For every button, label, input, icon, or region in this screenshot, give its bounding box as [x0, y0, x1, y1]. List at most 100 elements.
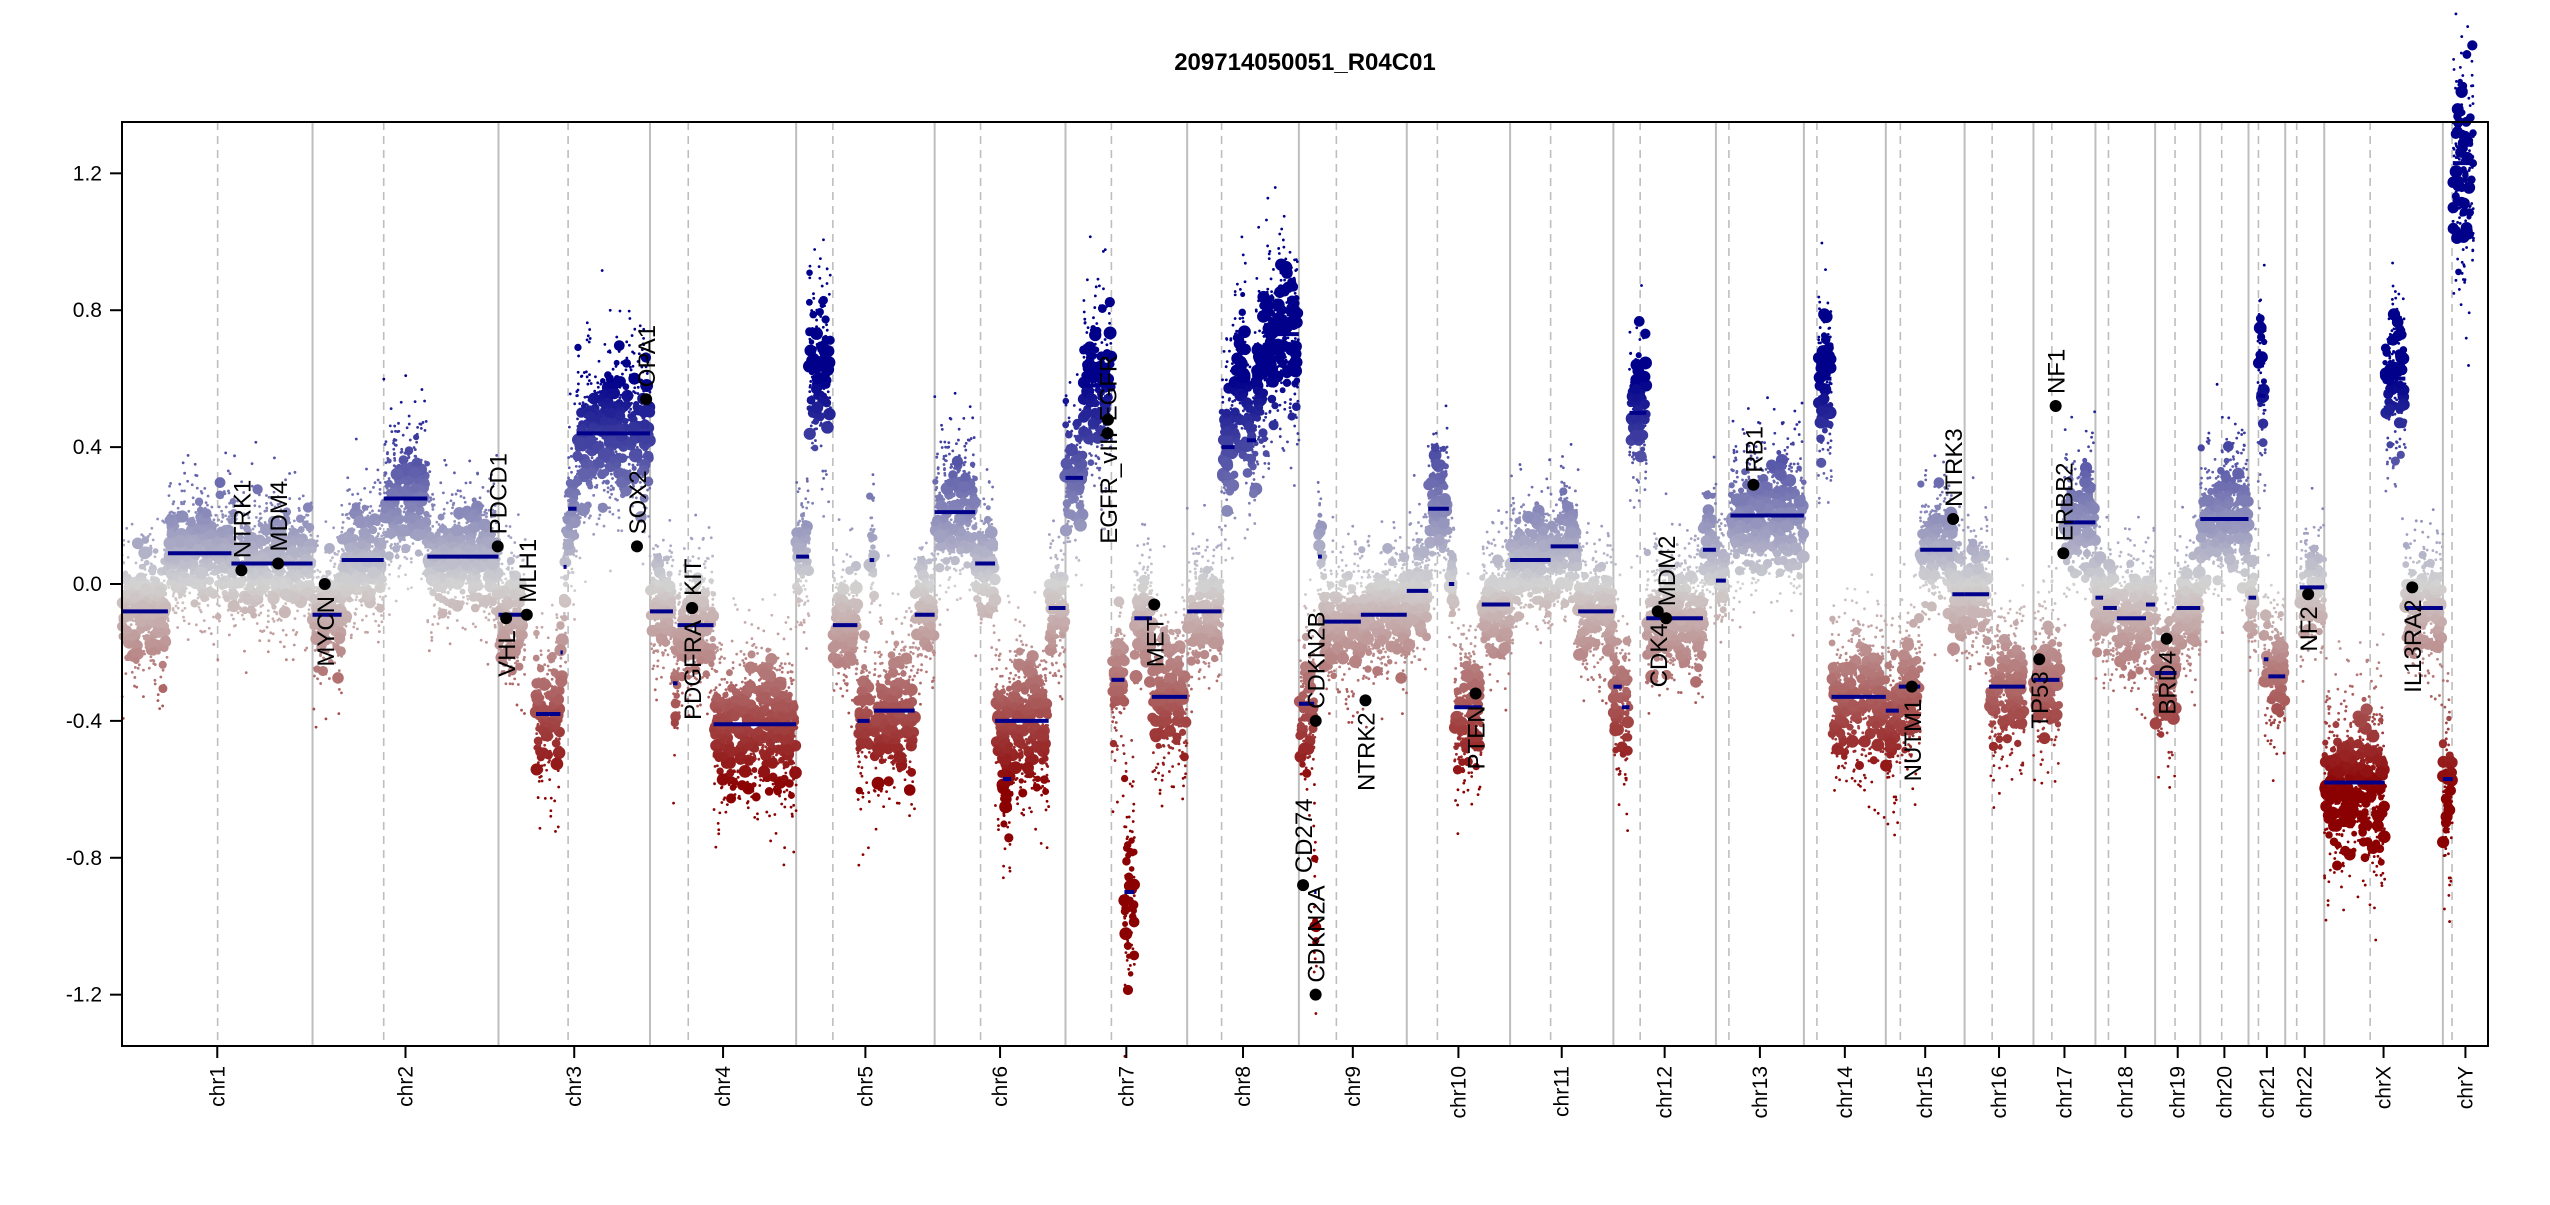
cnv-point	[458, 571, 467, 580]
cnv-point	[267, 650, 270, 653]
cnv-point	[154, 617, 166, 629]
cnv-point	[354, 516, 366, 528]
cnv-point	[564, 661, 567, 664]
cnv-point	[384, 443, 387, 446]
cnv-point	[586, 321, 589, 324]
cnv-point	[431, 508, 434, 511]
cnv-point	[640, 434, 651, 445]
cnv-point	[388, 525, 391, 528]
cnv-point	[316, 535, 319, 538]
cnv-point	[578, 465, 581, 468]
cnv-point	[634, 391, 637, 394]
cnv-point	[220, 520, 223, 523]
cnv-point	[408, 415, 411, 418]
cnv-point	[544, 692, 547, 695]
cnv-point	[217, 575, 220, 578]
cnv-point	[649, 596, 652, 599]
cnv-point	[454, 596, 457, 599]
cnv-point	[573, 589, 576, 592]
cnv-point	[402, 550, 405, 553]
cnv-point	[440, 545, 449, 554]
cnv-point	[203, 524, 206, 527]
cnv-point	[460, 495, 463, 498]
cnv-point	[363, 487, 366, 490]
cnv-point	[261, 529, 264, 532]
cnv-point	[183, 489, 186, 492]
cnv-point	[221, 513, 224, 516]
cnv-point	[391, 552, 394, 555]
cnv-point	[575, 550, 578, 553]
cnv-point	[659, 596, 662, 599]
cnv-point	[258, 569, 261, 572]
cnv-point	[406, 502, 415, 511]
cnv-point	[187, 454, 190, 457]
cnv-point	[340, 531, 343, 534]
cnv-point	[361, 536, 364, 539]
cnv-point	[168, 511, 171, 514]
cnv-point	[478, 599, 481, 602]
cnv-point	[350, 563, 353, 566]
cnv-point	[581, 512, 584, 515]
cnv-point	[591, 456, 594, 459]
cnv-point	[299, 602, 302, 605]
cnv-point	[187, 638, 190, 641]
cnv-point	[671, 565, 674, 568]
cnv-point	[421, 388, 424, 391]
cnv-point	[353, 563, 359, 569]
cnv-point	[373, 602, 376, 605]
cnv-point	[241, 614, 244, 617]
cnv-point	[207, 495, 210, 498]
cnv-point	[260, 605, 263, 608]
cnv-point	[342, 591, 345, 594]
cnv-point	[305, 597, 308, 600]
cnv-point	[307, 574, 310, 577]
cnv-point	[594, 486, 597, 489]
cnv-point	[583, 396, 586, 399]
cnv-point	[649, 572, 652, 575]
cnv-point	[340, 573, 352, 585]
cnv-point	[181, 533, 184, 536]
cnv-point	[168, 485, 171, 488]
cnv-point	[167, 580, 170, 583]
cnv-point	[187, 510, 190, 513]
cnv-point	[192, 496, 195, 499]
cnv-point	[182, 461, 185, 464]
cnv-point	[500, 552, 503, 555]
cnv-point	[547, 636, 550, 639]
cnv-point	[646, 452, 653, 459]
cnv-point	[340, 691, 343, 694]
cnv-point	[414, 455, 417, 458]
cnv-point	[431, 623, 434, 626]
cnv-point	[608, 510, 611, 513]
cnv-point	[430, 639, 433, 642]
cnv-point	[625, 340, 628, 343]
cnv-point	[610, 473, 613, 476]
cnv-point	[632, 459, 635, 462]
cnv-point	[348, 517, 351, 520]
cnv-point	[426, 543, 431, 548]
cnv-point	[140, 533, 143, 536]
cnv-point	[467, 570, 470, 573]
cnv-point	[355, 608, 358, 611]
cnv-point	[314, 590, 317, 593]
cnv-point	[403, 508, 406, 511]
cnv-point	[588, 341, 591, 344]
cnv-points	[117, 0, 2478, 1058]
cnv-point	[555, 737, 558, 740]
cnv-point	[658, 628, 661, 631]
cnv-point	[388, 587, 391, 590]
cnv-point	[479, 603, 482, 606]
cnv-point	[597, 391, 600, 394]
cnv-point	[169, 583, 172, 586]
cnv-point	[371, 510, 374, 513]
cnv-point	[377, 479, 380, 482]
cnv-point	[511, 567, 514, 570]
cnv-point	[182, 616, 185, 619]
cnv-point	[516, 606, 521, 611]
cnv-point	[271, 617, 274, 620]
cnv-point	[127, 655, 130, 658]
cnv-point	[353, 622, 356, 625]
cnv-point	[472, 622, 475, 625]
cnv-point	[414, 501, 417, 504]
cnv-point	[158, 628, 166, 636]
